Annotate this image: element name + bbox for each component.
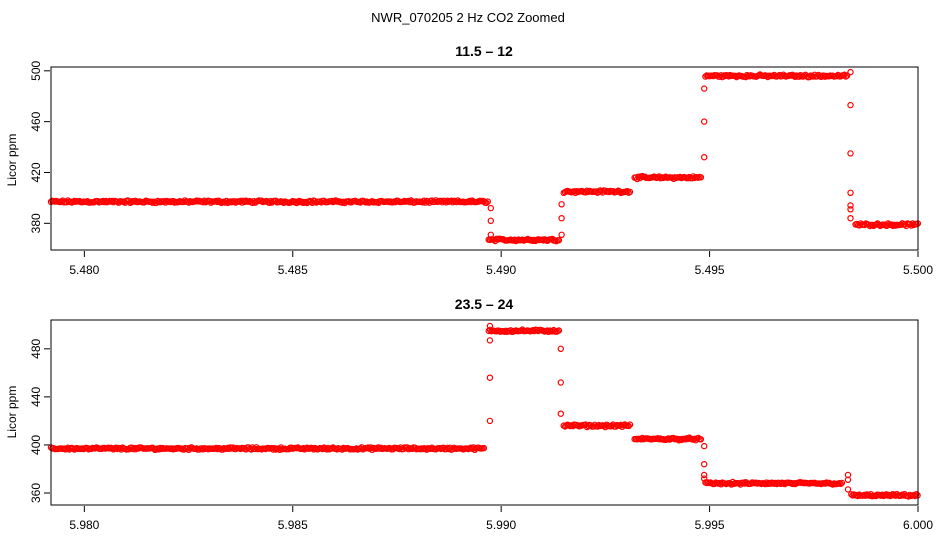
data-point	[847, 150, 854, 157]
data-points	[47, 322, 921, 500]
data-point	[844, 476, 852, 483]
x-tick-label: 6.000	[903, 518, 933, 532]
data-point	[913, 491, 920, 498]
data-point	[557, 379, 565, 386]
x-tick-label: 5.995	[695, 518, 725, 532]
x-tick-label: 5.485	[278, 263, 308, 277]
data-point	[844, 486, 852, 493]
data-point	[697, 436, 705, 443]
y-tick-label: 480	[29, 338, 43, 358]
data-point	[487, 204, 494, 212]
data-point	[483, 199, 490, 207]
x-tick-label: 5.480	[69, 263, 99, 277]
data-point	[670, 434, 677, 442]
y-axis-label: Licor ppm	[5, 386, 19, 439]
data-point	[701, 475, 708, 482]
data-point	[558, 231, 565, 238]
panel-title: 11.5 – 12	[455, 43, 513, 59]
y-axis: 380 420 460 500	[29, 60, 50, 233]
x-axis: 5.980 5.985 5.990 5.995 6.000	[69, 506, 933, 532]
data-point	[555, 236, 563, 244]
data-point	[697, 174, 705, 181]
data-point	[847, 189, 854, 196]
y-tick-label: 420	[29, 162, 43, 182]
data-point	[486, 337, 494, 344]
y-axis-label: Licor ppm	[5, 134, 19, 187]
y-tick-label: 460	[29, 111, 43, 131]
data-points	[47, 68, 922, 245]
plot-frame	[50, 66, 919, 251]
data-point	[486, 417, 494, 425]
y-tick-label: 380	[29, 213, 43, 233]
figure-title: NWR_070205 2 Hz CO2 Zoomed	[371, 10, 565, 25]
x-tick-label: 5.495	[695, 263, 725, 277]
data-point	[487, 217, 494, 224]
data-point	[847, 101, 854, 109]
data-point	[701, 153, 708, 161]
panel-bottom: 23.5 – 24 Licor ppm 5.980 5.985 5.990 5.995…	[5, 296, 933, 532]
x-tick-label: 5.500	[903, 263, 933, 277]
data-point	[847, 214, 854, 222]
data-point	[558, 214, 565, 222]
x-tick-label: 5.490	[486, 263, 516, 277]
data-point	[847, 68, 854, 76]
panel-top: 11.5 – 12 Licor ppm 5.480 5.485 5.490 5.495…	[5, 43, 933, 277]
data-point	[557, 345, 565, 352]
panel-title: 23.5 – 24	[455, 296, 514, 312]
data-point	[701, 118, 708, 125]
data-point	[486, 322, 494, 330]
data-point	[701, 85, 708, 92]
x-tick-label: 5.985	[278, 518, 308, 532]
data-point	[847, 206, 854, 213]
y-axis: 360 400 440 480	[29, 338, 50, 503]
data-point	[484, 198, 491, 205]
data-point	[701, 461, 708, 468]
data-point	[487, 231, 494, 238]
y-tick-label: 360	[29, 483, 43, 503]
data-point	[701, 442, 708, 450]
data-point	[843, 72, 851, 79]
y-tick-label: 500	[29, 60, 43, 80]
x-axis: 5.480 5.485 5.490 5.495 5.500	[69, 251, 933, 277]
data-point	[626, 421, 634, 428]
data-point	[557, 410, 565, 417]
data-point	[625, 422, 632, 430]
data-point	[701, 471, 708, 479]
y-tick-label: 400	[29, 435, 43, 455]
data-point	[838, 479, 846, 487]
data-point	[558, 201, 565, 208]
x-tick-label: 5.990	[486, 518, 516, 532]
data-point	[486, 374, 494, 381]
data-point	[555, 327, 563, 334]
plot-frame	[50, 319, 919, 506]
data-point	[847, 202, 854, 209]
data-point	[626, 188, 634, 196]
data-point	[480, 444, 488, 452]
y-tick-label: 440	[29, 387, 43, 407]
data-point	[624, 187, 631, 195]
x-tick-label: 5.980	[69, 518, 99, 532]
